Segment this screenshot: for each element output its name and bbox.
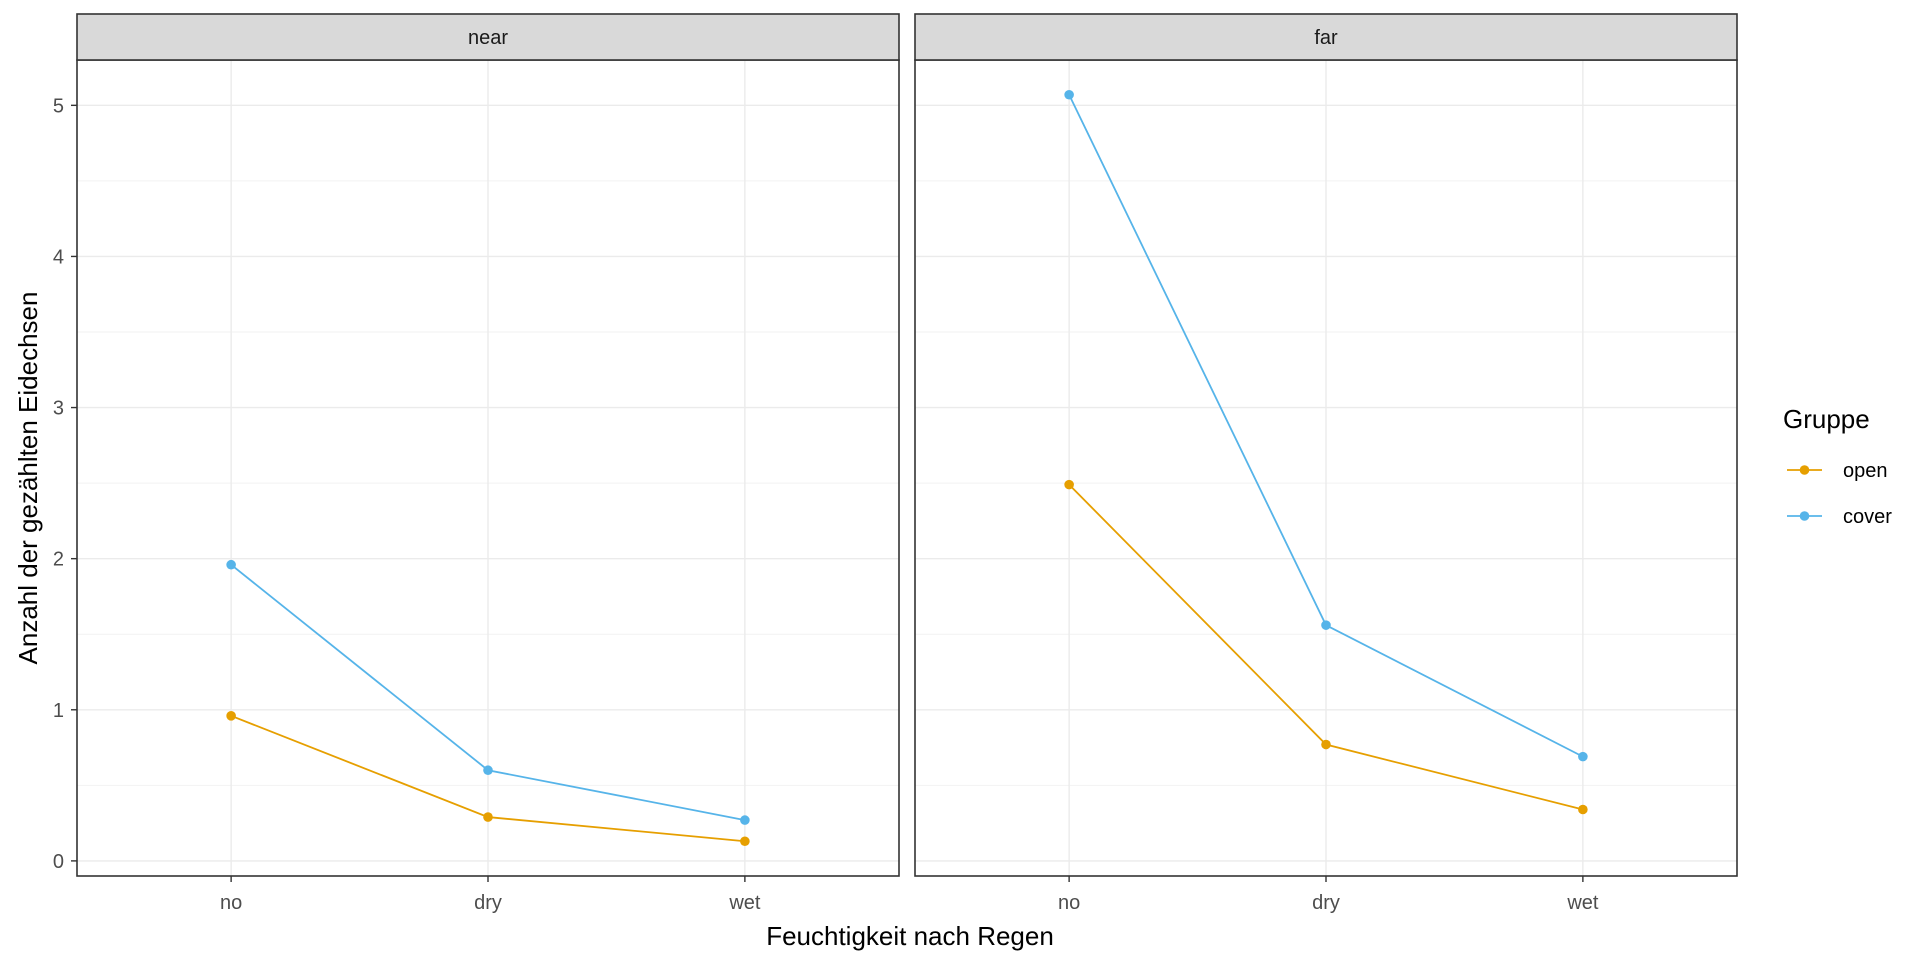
- legend: Gruppe open cover: [1783, 404, 1892, 528]
- data-point-open-wet: [1578, 804, 1588, 815]
- data-point-open-no: [1064, 479, 1074, 490]
- y-tick-label: 3: [53, 398, 64, 420]
- data-point-open-dry: [483, 812, 493, 822]
- y-axis: 0 1 2 3 4 5: [53, 95, 77, 873]
- data-point-open-wet: [740, 836, 750, 847]
- x-tick-label: dry: [1312, 892, 1340, 914]
- data-point-cover-dry: [1321, 620, 1331, 630]
- facet-strip-label: far: [1314, 27, 1338, 49]
- x-tick-label: no: [220, 892, 242, 914]
- y-tick-label: 5: [53, 95, 64, 117]
- legend-key-point-cover: [1799, 511, 1810, 521]
- y-tick-label: 1: [53, 700, 64, 722]
- facet-strip-label: near: [468, 27, 508, 49]
- data-point-cover-no: [226, 559, 236, 570]
- x-tick-label: wet: [728, 892, 761, 914]
- facet-panel-far: far no dry wet: [914, 13, 1738, 914]
- facet-panels: near no dry wet far no dry wet: [76, 13, 1738, 914]
- data-point-open-dry: [1321, 739, 1331, 750]
- y-axis-title: Anzahl der gezählten Eidechsen: [13, 292, 43, 665]
- facet-strip: [76, 13, 900, 61]
- legend-key-point-open: [1799, 465, 1810, 475]
- data-point-cover-wet: [740, 815, 750, 825]
- y-tick-label: 4: [53, 246, 64, 268]
- data-point-cover-wet: [1578, 751, 1588, 762]
- legend-label-cover: cover: [1843, 506, 1892, 528]
- y-tick-label: 0: [53, 851, 64, 873]
- facet-strip: [914, 13, 1738, 61]
- x-tick-label: wet: [1566, 892, 1599, 914]
- legend-keys: open cover: [1787, 460, 1892, 528]
- facet-panel-near: near no dry wet: [76, 13, 900, 914]
- x-tick-label: dry: [474, 892, 502, 914]
- data-point-cover-dry: [483, 765, 493, 776]
- x-axis-title: Feuchtigkeit nach Regen: [766, 921, 1054, 951]
- data-point-cover-no: [1064, 89, 1074, 100]
- y-tick-label: 2: [53, 549, 64, 571]
- legend-label-open: open: [1843, 460, 1888, 482]
- legend-title: Gruppe: [1783, 404, 1870, 434]
- x-tick-label: no: [1058, 892, 1080, 914]
- data-point-open-no: [226, 711, 236, 721]
